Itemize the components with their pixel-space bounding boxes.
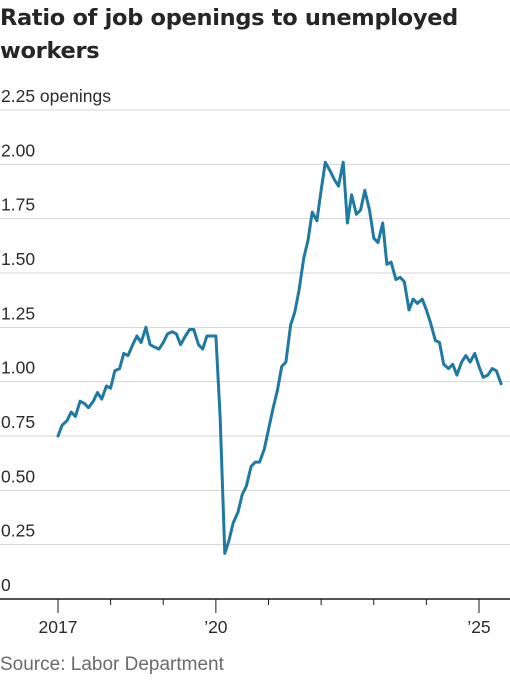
y-tick-label: 1.25 [1,303,35,323]
series-line [56,160,503,555]
y-tick-label: 1.50 [1,249,35,269]
x-tick-label: 2017 [39,617,78,637]
gridlines [0,109,510,546]
y-tick-label: 0 [1,575,11,595]
chart-title: Ratio of job openings to unemployed work… [0,5,458,64]
series-layer [56,160,503,555]
y-tick-label: 0.25 [1,521,35,541]
y-tick-label: 0.75 [1,412,35,432]
y-axis-labels: 0 0.25 0.50 0.75 1.00 1.25 1.50 1.75 2.00 2.25 op… [1,86,111,595]
y-tick-label: 1.75 [1,195,35,215]
y-tick-label: 0.50 [1,466,35,486]
y-tick-label: 2.25 openings [1,86,111,106]
x-tick-label: ’25 [467,617,490,637]
x-axis: 2017 ’20 ’25 [0,598,510,637]
y-tick-label: 1.00 [1,358,35,378]
y-tick-label: 2.00 [1,140,35,160]
x-tick-label: ’20 [204,617,228,637]
source-note: Source: Labor Department [0,654,224,675]
